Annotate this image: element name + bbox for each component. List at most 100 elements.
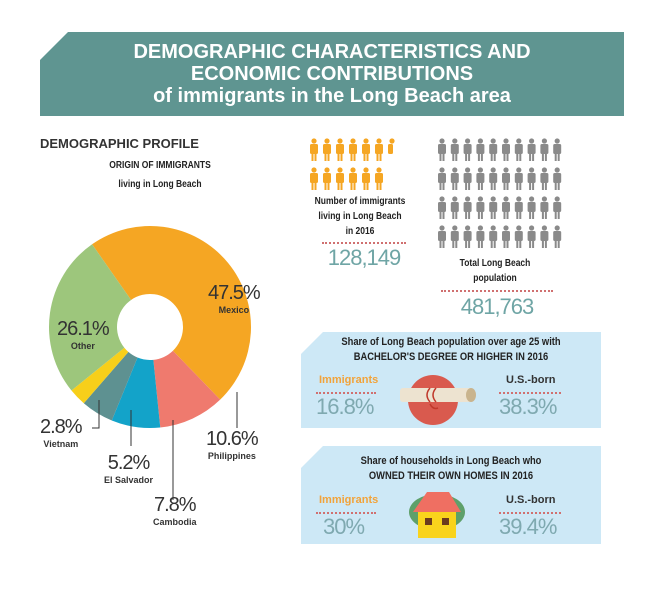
title-line-2: ECONOMIC CONTRIBUTIONS [190,63,474,85]
person-icon [375,138,383,161]
person-icon [450,167,459,190]
population-count: 481,763 [460,294,535,319]
person-icon [553,225,562,248]
person-icon [388,138,395,154]
person-icon [310,138,318,161]
leader-line [92,400,100,429]
slice-label-cambodia: 7.8% Cambodia [153,494,197,527]
population-label: Total Long Beach population [440,256,551,286]
person-icon [502,138,510,161]
slice-cambodia [111,357,161,428]
el-salvador-name: El Salvador [104,475,154,485]
person-icon [502,196,510,219]
person-icon [349,167,357,190]
person-icon [336,138,344,161]
person-icon [553,167,562,190]
person-icon [489,225,498,248]
slice-label-philippines: 10.6% Philippines [206,428,259,461]
person-icon [463,138,472,161]
person-icon [502,167,510,190]
chart-subtitle: living in Long Beach [118,179,202,190]
person-icon [336,167,344,190]
divider [316,392,376,394]
divider [316,512,376,514]
person-icon [489,138,498,161]
chart-title: ORIGIN OF IMMIGRANTS [109,160,211,171]
education-immigrants-label: Immigrants [319,374,379,386]
person-icon [463,225,472,248]
person-icon [489,167,498,190]
person-icon [362,138,370,161]
slice-other [48,244,132,391]
person-icon [438,138,446,161]
other-percent: 26.1% [57,318,110,340]
person-icon [310,167,318,190]
divider [499,392,561,394]
person-icon [476,138,485,161]
homes-immigrants-label: Immigrants [319,494,379,506]
person-icon [540,196,549,219]
person-icon [476,225,485,248]
population-label-line-1: Total Long Beach [459,258,531,269]
immigrant-people-icons [310,138,395,190]
person-icon [514,196,523,219]
person-icon [540,138,549,161]
el-salvador-percent: 5.2% [107,452,151,474]
person-icon [450,225,459,248]
immigrants-count-label: Number of immigrants living in Long Beac… [309,194,411,239]
homes-immigrants-value: 30% [323,514,365,539]
homes-title-line-1: Share of households in Long Beach who [360,455,542,467]
education-usborn-value: 38.3% [499,394,557,419]
person-icon [438,167,446,190]
slice-mexico [92,226,251,400]
slice-label-vietnam: 2.8% Vietnam [40,416,83,449]
immigrants-count: 128,149 [327,245,402,270]
person-icon [362,167,370,190]
person-icon [527,196,536,219]
person-icon [375,167,383,190]
person-icon [438,196,446,219]
person-icon [514,225,523,248]
person-icon [502,225,510,248]
philippines-name: Philippines [207,451,256,461]
slice-vietnam [71,347,129,404]
mexico-percent: 47.5% [208,282,261,304]
donut-chart [48,226,251,500]
population-label-line-2: population [473,273,517,284]
homes-title-line-2: OWNED THEIR OWN HOMES IN 2016 [368,470,534,482]
person-icon [553,196,562,219]
homes-usborn-label: U.S.-born [506,494,556,506]
cambodia-percent: 7.8% [153,494,197,516]
vietnam-percent: 2.8% [40,416,83,438]
title-banner: DEMOGRAPHIC CHARACTERISTICS AND ECONOMIC… [40,32,624,116]
slice-el-salvador [83,351,138,421]
person-icon [463,167,472,190]
person-icon [514,167,523,190]
person-icon [463,196,472,219]
homes-usborn-value: 39.4% [499,514,557,539]
education-usborn-label: U.S.-born [506,374,556,386]
person-icon [527,225,536,248]
slice-philippines [153,350,221,428]
slice-label-other: 26.1% Other [57,318,110,351]
title-line-1: DEMOGRAPHIC CHARACTERISTICS AND [133,41,531,63]
person-icon [323,138,331,161]
other-name: Other [70,341,95,351]
vietnam-name: Vietnam [43,439,79,449]
divider [499,512,561,514]
person-icon [438,225,446,248]
education-title: Share of Long Beach population over age … [315,335,587,365]
mexico-name: Mexico [218,305,250,315]
population-people-icons [438,138,562,248]
person-icon [476,167,485,190]
education-panel: Share of Long Beach population over age … [301,332,601,428]
immigrants-label-line-2: living in Long Beach [318,211,402,222]
homes-title: Share of households in Long Beach who OW… [315,454,587,484]
person-icon [489,196,498,219]
slice-label-mexico: 47.5% Mexico [208,282,261,315]
person-icon [527,138,536,161]
philippines-percent: 10.6% [206,428,259,450]
education-title-line-2: BACHELOR'S DEGREE OR HIGHER IN 2016 [353,351,549,363]
person-icon [450,196,459,219]
house-icon [409,492,465,538]
